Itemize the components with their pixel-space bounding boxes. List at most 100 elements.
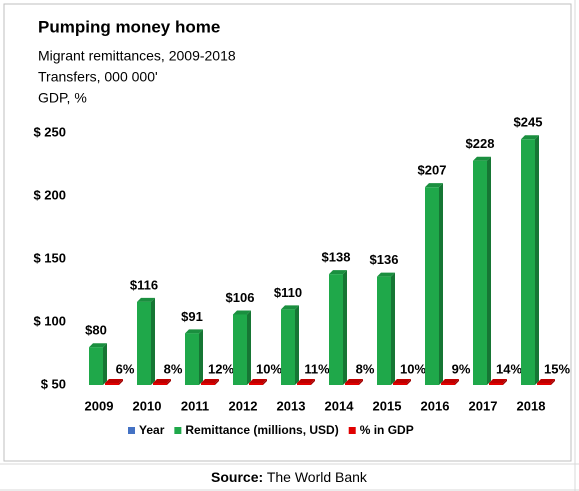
bar-side [311,379,315,385]
value-label: $110 [274,285,302,300]
bar-top [329,270,347,275]
x-tick-label: 2012 [229,398,258,413]
bar-side [103,343,107,385]
x-tick-label: 2015 [373,398,402,413]
y-tick-label: $ 150 [33,250,66,265]
source-text: The World Bank [267,469,368,485]
bar-side [119,379,123,385]
bar-top [233,310,251,315]
bar [249,383,263,385]
value-label: $138 [322,250,351,265]
bar-top [473,156,491,161]
bar-top [377,272,395,277]
bar [473,160,487,385]
bar-side [439,183,443,385]
y-tick-label: $ 50 [41,376,66,391]
bar-side [263,379,267,385]
bar [89,347,103,385]
subtitle: Transfers, 000 000' [38,69,158,85]
bar [137,301,151,385]
bar-side [199,329,203,385]
bar-top [281,305,299,310]
bar [537,383,551,385]
bar-top [297,379,315,383]
bar [521,139,535,385]
value-label: $207 [418,163,447,178]
bar [393,383,407,385]
value-label: $136 [370,252,399,267]
bar-side [391,272,395,385]
x-tick-label: 2013 [277,398,306,413]
bar-top [249,379,267,383]
x-tick-label: 2009 [85,398,114,413]
bar [489,383,503,385]
bar-top [185,329,203,334]
y-tick-label: $ 100 [33,313,66,328]
bar [105,383,119,385]
legend-label: % in GDP [360,423,414,437]
legend-swatch [348,427,356,434]
bar-top [137,297,155,302]
bar [441,383,455,385]
value-label: $106 [226,290,255,305]
value-label: $228 [466,136,495,151]
value-label: 10% [400,361,426,376]
bar-side [359,379,363,385]
y-tick-label: $ 250 [33,124,66,139]
bar-top [537,379,555,383]
bar [297,383,311,385]
bar-side [535,135,539,385]
bar-side [247,310,251,385]
bar [281,309,295,385]
y-tick-label: $ 200 [33,187,66,202]
subtitle: GDP, % [38,90,87,106]
value-label: 12% [208,361,234,376]
value-label: $245 [514,115,543,130]
bar-side [151,297,155,385]
bar-side [343,270,347,385]
value-label: 8% [356,361,375,376]
bar-top [153,379,171,383]
value-label: 10% [256,361,282,376]
bar-top [441,379,459,383]
x-tick-label: 2010 [133,398,162,413]
bar-top [89,343,107,348]
bar-side [407,379,411,385]
bar [201,383,215,385]
bar-side [503,379,507,385]
bar-side [167,379,171,385]
bar-top [425,183,443,188]
bar-side [295,305,299,385]
x-tick-label: 2014 [325,398,355,413]
value-label: $80 [85,323,107,338]
bar-side [487,156,491,385]
subtitle: Migrant remittances, 2009-2018 [38,48,236,64]
value-label: 14% [496,361,522,376]
bar-top [345,379,363,383]
source: Source: The World Bank [211,469,368,485]
value-label: 9% [452,361,471,376]
x-tick-label: 2017 [469,398,498,413]
legend-label: Year [139,423,165,437]
bar [153,383,167,385]
x-tick-label: 2016 [421,398,450,413]
bar [425,187,439,385]
bar-side [455,379,459,385]
bar [185,333,199,385]
value-label: $91 [181,309,203,324]
source-label: Source: [211,469,263,485]
value-label: 15% [544,361,570,376]
bar-top [521,135,539,140]
bar-top [393,379,411,383]
bar [377,276,391,385]
bar [345,383,359,385]
value-label: $116 [130,277,158,292]
legend-swatch [174,427,182,434]
x-tick-label: 2011 [181,398,209,413]
bar-top [105,379,123,383]
bar-side [551,379,555,385]
legend-swatch [128,427,135,434]
